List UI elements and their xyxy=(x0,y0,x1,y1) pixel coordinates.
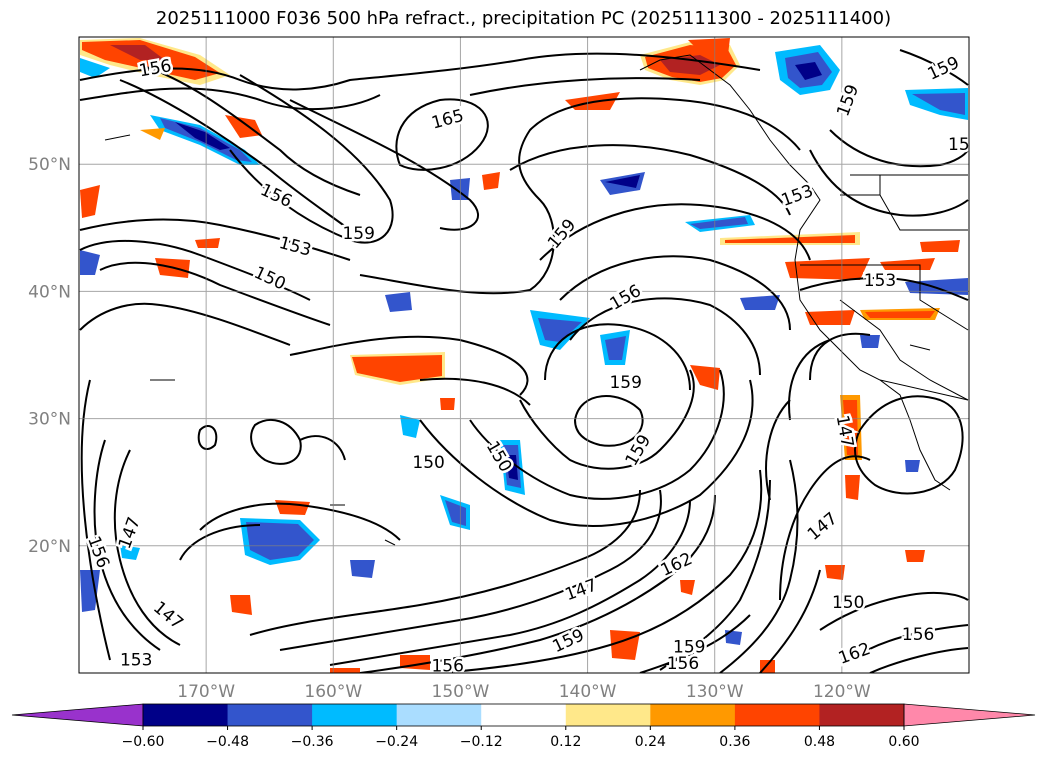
latitude-tick-labels: 50°N 40°N 30°N 20°N xyxy=(28,155,71,557)
colorbar-tick-label: −0.60 xyxy=(122,734,165,750)
contour-label-halo: 153 xyxy=(120,650,152,670)
colorbar-tick-label: −0.48 xyxy=(206,734,249,750)
contour-label: 159 xyxy=(609,373,641,393)
longitude-tick-label: 160°W xyxy=(304,682,362,702)
latitude-tick-label: 30°N xyxy=(28,410,71,430)
contour-label-halo: 159 xyxy=(342,224,374,244)
colorbar-segment xyxy=(396,704,482,726)
contour-label: 15 xyxy=(948,135,970,155)
graticule xyxy=(79,37,969,673)
longitude-tick-label: 130°W xyxy=(686,682,744,702)
refractivity-contours xyxy=(79,49,969,673)
contour-label: 156 xyxy=(667,654,699,674)
contour-label-halo: 159 xyxy=(609,373,641,393)
colorbar-segment xyxy=(650,704,736,726)
colorbar-frame xyxy=(142,703,905,727)
latitude-tick-label: 20°N xyxy=(28,537,71,557)
longitude-tick-label: 120°W xyxy=(813,682,871,702)
longitude-tick-label: 150°W xyxy=(432,682,490,702)
contour-label: 153 xyxy=(120,650,152,670)
contour-label-halo: 153 xyxy=(864,271,896,291)
colorbar-segment xyxy=(819,704,905,726)
colorbar-segment xyxy=(143,704,229,726)
longitude-tick-label: 140°W xyxy=(559,682,617,702)
colorbar-segment xyxy=(734,704,820,726)
coastlines xyxy=(104,54,969,546)
colorbar xyxy=(11,703,1036,727)
contour-label: 156 xyxy=(902,625,934,645)
contour-label-halo: 156 xyxy=(667,654,699,674)
contour-label: 156 xyxy=(431,657,463,677)
colorbar-segment xyxy=(227,704,313,726)
contour-label: 150 xyxy=(412,453,444,473)
precipitation-anomaly-shading xyxy=(80,38,968,673)
contour-label-halo: 156 xyxy=(902,625,934,645)
longitude-tick-label: 170°W xyxy=(177,682,235,702)
colorbar-extend-high xyxy=(903,703,1036,727)
contour-label-halo: 159 xyxy=(673,638,705,658)
colorbar-segment xyxy=(565,704,651,726)
colorbar-tick-label: 0.24 xyxy=(635,734,666,750)
latitude-tick-label: 40°N xyxy=(28,282,71,302)
contour-label-halo: 150 xyxy=(832,593,864,613)
colorbar-extend-low xyxy=(11,703,144,727)
colorbar-tick-label: −0.24 xyxy=(375,734,418,750)
longitude-tick-labels: 170°W 160°W 150°W 140°W 130°W 120°W xyxy=(177,682,871,702)
latitude-tick-label: 50°N xyxy=(28,155,71,175)
contour-label: 153 xyxy=(864,271,896,291)
contour-label: 159 xyxy=(342,224,374,244)
map-frame xyxy=(78,36,970,674)
colorbar-segment xyxy=(312,704,398,726)
map-title: 2025111000 F036 500 hPa refract., precip… xyxy=(155,8,892,29)
colorbar-segment xyxy=(481,704,567,726)
colorbar-tick-labels: −0.60 −0.48 −0.36 −0.24 −0.12 0.12 0.24 0.36 0.4… xyxy=(122,726,920,750)
contour-label-halo: 156 xyxy=(431,657,463,677)
colorbar-tick-label: −0.12 xyxy=(460,734,503,750)
contour-label-halo: 150 xyxy=(412,453,444,473)
colorbar-tick-label: −0.36 xyxy=(291,734,334,750)
contour-label: 150 xyxy=(832,593,864,613)
colorbar-tick-label: 0.12 xyxy=(550,734,581,750)
colorbar-tick-label: 0.36 xyxy=(719,734,750,750)
contour-label-halo: 15 xyxy=(948,135,970,155)
contour-label: 159 xyxy=(673,638,705,658)
colorbar-tick-label: 0.48 xyxy=(804,734,835,750)
colorbar-tick-label: 0.60 xyxy=(888,734,919,750)
